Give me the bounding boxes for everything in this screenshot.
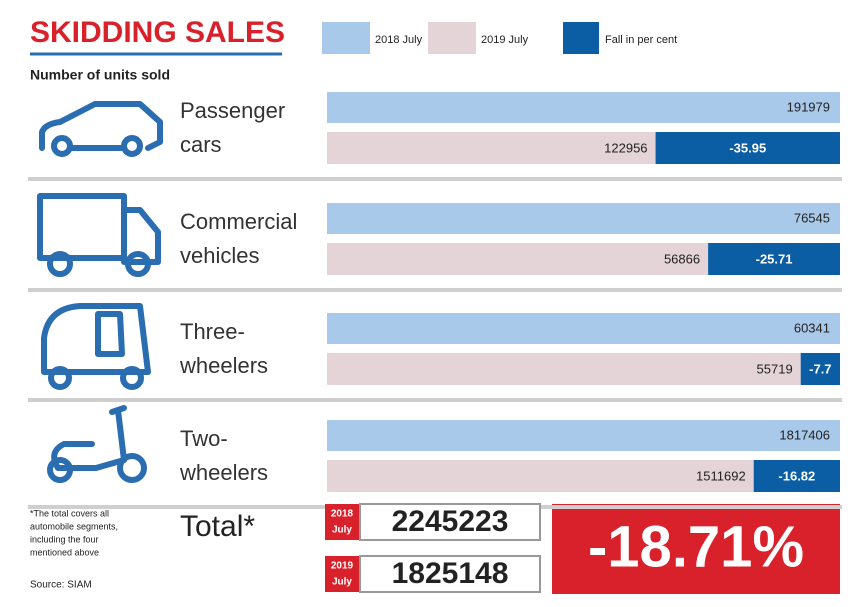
- source: Source: SIAM: [30, 580, 92, 591]
- bar-previous: [327, 132, 656, 164]
- value-current: 76545: [794, 210, 830, 225]
- legend-label: 2019 July: [481, 34, 529, 46]
- footnote: automobile segments,: [30, 521, 118, 531]
- segment-label: wheelers: [179, 353, 268, 378]
- total-fall-box: [552, 504, 840, 594]
- value-fall: -35.95: [729, 140, 766, 155]
- value-previous: 56866: [664, 251, 700, 266]
- segment-label: Commercial: [180, 209, 297, 234]
- scooter-icon: [47, 405, 147, 483]
- legend-swatch: [428, 22, 476, 54]
- value-previous: 122956: [604, 140, 647, 155]
- total-fall: -18.71%: [588, 514, 804, 579]
- legend-swatch: [322, 22, 370, 54]
- total-month: July: [332, 525, 352, 536]
- segment-label: vehicles: [180, 243, 259, 268]
- bar-previous: [327, 243, 709, 275]
- subtitle: Number of units sold: [30, 67, 170, 83]
- legend-label: Fall in per cent: [605, 34, 677, 46]
- bar-fall: [800, 353, 840, 385]
- segment-label: Passenger: [180, 98, 285, 123]
- legend-swatch: [563, 22, 599, 54]
- total-tag: [325, 556, 359, 592]
- title: SKIDDING SALES: [30, 16, 285, 49]
- car-icon: [39, 101, 163, 157]
- total-box: [359, 555, 541, 593]
- total-tag: [325, 504, 359, 540]
- footnote: including the four: [30, 534, 99, 544]
- bar-current: [327, 92, 840, 123]
- segment-label: cars: [180, 132, 222, 157]
- bar-current: [327, 313, 840, 344]
- bar-current: [327, 420, 840, 451]
- total-year: 2018: [331, 509, 354, 520]
- footnote: mentioned above: [30, 547, 99, 557]
- value-fall: -25.71: [756, 251, 793, 266]
- value-current: 191979: [787, 99, 830, 114]
- value-fall: -16.82: [778, 468, 815, 483]
- value-current: 60341: [794, 320, 830, 335]
- value-previous: 1511692: [696, 468, 746, 483]
- autorickshaw-icon: [41, 303, 151, 390]
- value-current: 1817406: [779, 427, 830, 442]
- total-year: 2019: [331, 561, 354, 572]
- bar-fall: [655, 132, 840, 164]
- total-value: 2245223: [392, 505, 509, 538]
- footnote: *The total covers all: [30, 508, 109, 518]
- bar-fall: [753, 460, 840, 492]
- bar-previous: [327, 353, 801, 385]
- bar-fall: [708, 243, 840, 275]
- segment-label: Two-: [180, 426, 228, 451]
- total-value: 1825148: [392, 557, 509, 590]
- total-month: July: [332, 577, 352, 588]
- segment-label: wheelers: [179, 460, 268, 485]
- total-label: Total*: [180, 510, 255, 543]
- bar-current: [327, 203, 840, 234]
- value-previous: 55719: [757, 361, 793, 376]
- total-box: [359, 503, 541, 541]
- value-fall: -7.7: [809, 361, 831, 376]
- segment-label: Three-: [180, 319, 245, 344]
- bar-previous: [327, 460, 754, 492]
- truck-icon: [37, 193, 161, 277]
- legend-label: 2018 July: [375, 34, 423, 46]
